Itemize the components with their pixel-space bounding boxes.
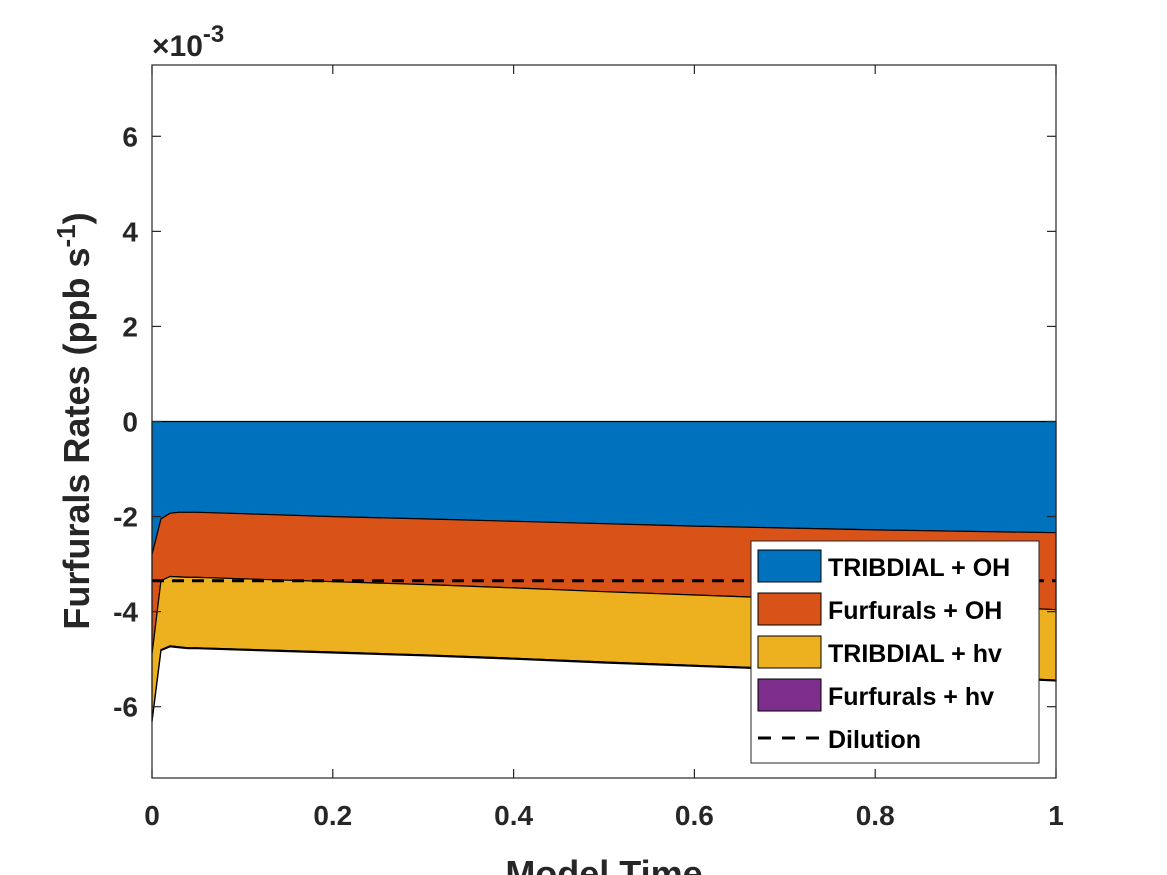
x-tick-label: 0.8: [856, 800, 895, 831]
x-axis-title: Model Time: [505, 853, 702, 875]
y-tick-label: -6: [113, 692, 138, 723]
legend-swatch: [757, 678, 822, 712]
legend: TRIBDIAL + OH Furfurals + OH TRIBDIAL + hv…: [750, 540, 1040, 764]
y-tick-label: 6: [122, 121, 138, 152]
legend-label: Furfurals + OH: [828, 597, 1002, 625]
x-tick-label: 0.6: [675, 800, 714, 831]
x-tick-label: 0: [144, 800, 160, 831]
y-tick-label: 2: [122, 311, 138, 342]
legend-label: TRIBDIAL + OH: [828, 554, 1010, 582]
y-axis: -6 -4 -2 0 2 4 6: [113, 121, 1056, 723]
legend-label: Furfurals + hv: [828, 683, 994, 711]
legend-swatch: [757, 549, 822, 583]
y-tick-label: 0: [122, 407, 138, 438]
legend-swatch: [757, 635, 822, 669]
y-multiplier: ×10-3: [152, 21, 224, 63]
legend-label: TRIBDIAL + hv: [828, 640, 1002, 668]
legend-swatch: [757, 592, 822, 626]
x-axis: 0 0.2 0.4 0.6 0.8 1: [144, 65, 1064, 831]
y-tick-label: 4: [122, 216, 138, 247]
x-tick-label: 0.4: [494, 800, 533, 831]
y-axis-title: Furfurals Rates (ppb s-1): [51, 212, 97, 629]
x-tick-label: 1: [1048, 800, 1064, 831]
x-tick-label: 0.2: [313, 800, 352, 831]
legend-label: Dilution: [828, 726, 921, 754]
y-tick-label: -2: [113, 502, 138, 533]
y-tick-label: -4: [113, 597, 138, 628]
